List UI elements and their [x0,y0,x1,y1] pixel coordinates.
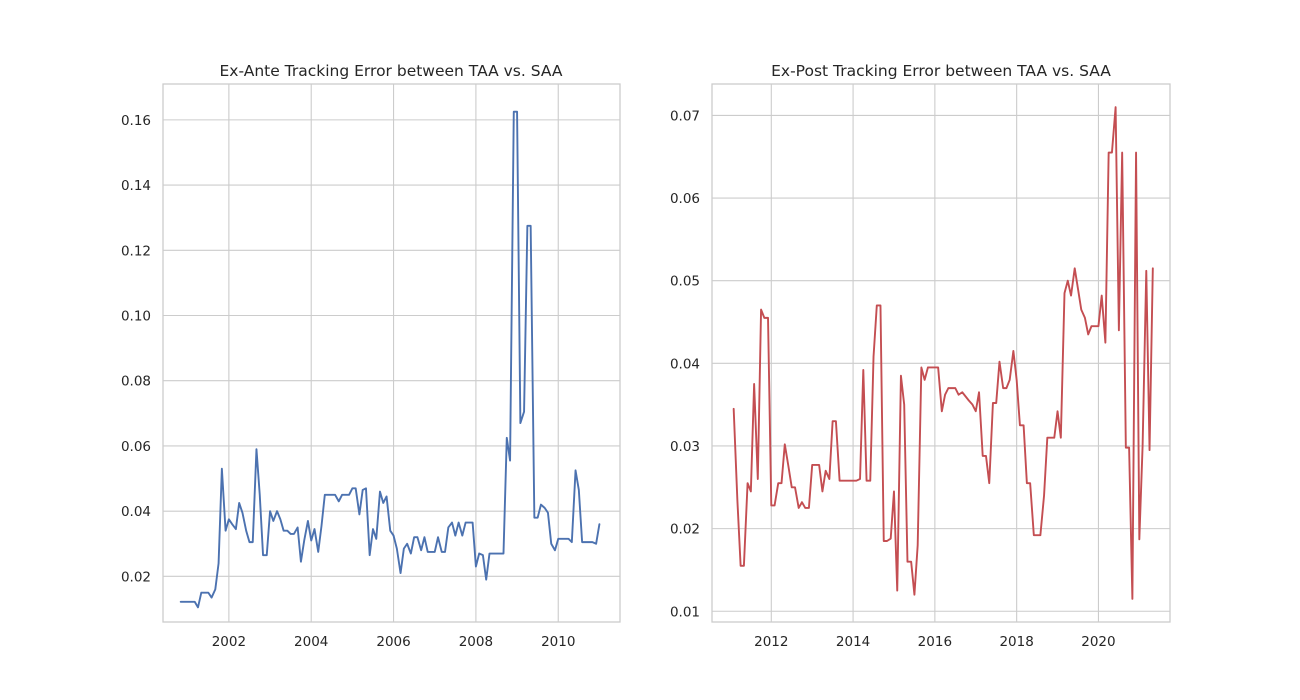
ex-ante-y-tick-label: 0.06 [121,439,151,455]
ex-ante-series-line [179,110,601,609]
ex-post-y-tick-label: 0.02 [670,522,700,538]
ex-ante-x-tick-label: 2004 [294,634,328,650]
ex-post-chart: 2012 2014 2016 2018 2020 0.01 0.02 0.03 0.04 0.05… [670,62,1171,650]
ex-ante-y-tick-label: 0.12 [121,243,151,259]
ex-post-y-tick-label: 0.01 [670,604,700,620]
ex-post-chart-title: Ex-Post Tracking Error between TAA vs. S… [771,62,1111,80]
ex-post-y-tick-label: 0.04 [670,356,700,372]
ex-post-y-tick-label: 0.06 [670,191,700,207]
ex-post-x-tick-label: 2016 [918,634,952,650]
ex-ante-y-tick-label: 0.02 [121,569,151,585]
ex-ante-x-tick-label: 2006 [376,634,410,650]
ex-post-y-tick-label: 0.03 [670,439,700,455]
ex-ante-y-tick-label: 0.10 [121,309,151,325]
ex-post-x-tick-label: 2018 [999,634,1033,650]
ex-ante-plot-frame [162,83,621,623]
ex-ante-y-tick-label: 0.14 [121,178,151,194]
ex-ante-y-tick-label: 0.04 [121,504,151,520]
ex-post-x-tick-label: 2014 [836,634,870,650]
ex-ante-chart: 2002 2004 2006 2008 2010 0.02 0.04 0.06 0.08 0.10… [121,62,621,650]
ex-ante-x-tick-label: 2010 [541,634,575,650]
ex-post-x-tick-label: 2020 [1081,634,1115,650]
ex-ante-x-tick-label: 2008 [459,634,493,650]
ex-post-y-tick-label: 0.07 [670,108,700,124]
ex-ante-chart-title: Ex-Ante Tracking Error between TAA vs. S… [220,62,563,80]
ex-ante-x-tick-label: 2002 [212,634,246,650]
ex-post-x-tick-label: 2012 [754,634,788,650]
ex-post-series-line [732,106,1154,600]
ex-post-y-tick-label: 0.05 [670,274,700,290]
ex-ante-y-tick-label: 0.08 [121,374,151,390]
ex-ante-y-tick-label: 0.16 [121,113,151,129]
ex-post-plot-frame [711,83,1171,623]
